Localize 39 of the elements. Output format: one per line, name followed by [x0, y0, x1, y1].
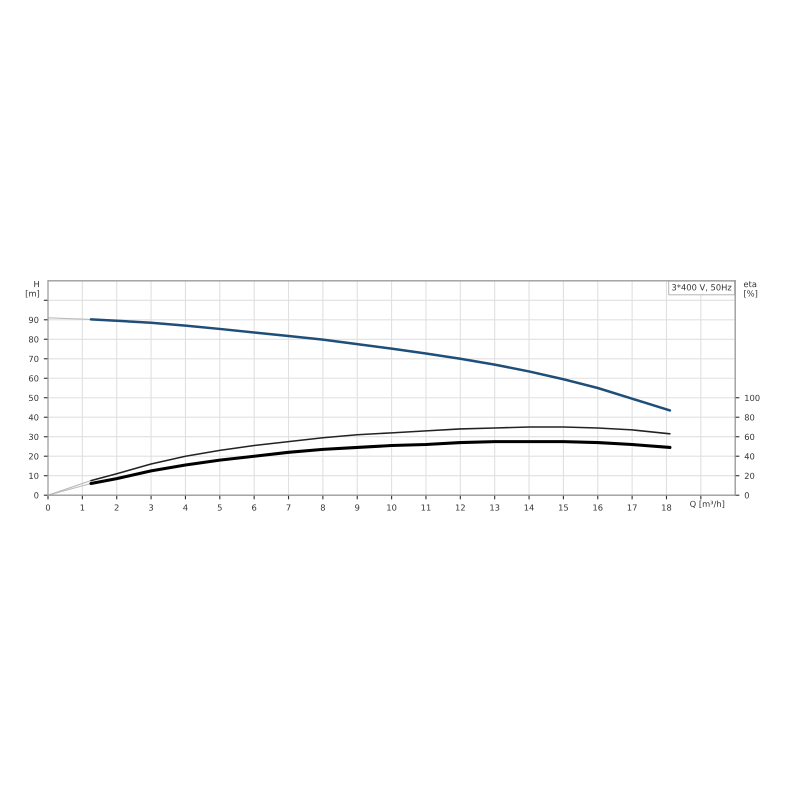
x-axis-title: Q [m³/h] [690, 500, 724, 508]
y-tick-label: 40 [28, 414, 38, 421]
y2-tick-label: 100 [745, 394, 760, 402]
y2-tick-label: 20 [744, 472, 754, 479]
x-tick-label: 11 [422, 504, 430, 511]
y-tick-label: 20 [28, 453, 38, 460]
y-tick-label: 30 [29, 434, 38, 440]
y-tick-label: 80 [28, 336, 38, 343]
x-tick-label: 9 [355, 504, 360, 511]
y2-axis-title: eta [%] [744, 281, 758, 298]
y-tick-label: 70 [29, 356, 38, 362]
x-tick-label: 7 [286, 504, 290, 511]
x-tick-label: 18 [662, 504, 672, 511]
x-tick-label: 1 [80, 504, 84, 511]
y-tick-label: 10 [29, 472, 38, 479]
x-tick-label: 16 [593, 504, 603, 511]
annotation: 3*400 V, 50Hz [672, 284, 732, 292]
y-tick-label: 60 [28, 375, 38, 382]
x-tick-label: 13 [490, 504, 500, 511]
y2-tick-label: 80 [744, 414, 754, 421]
y-tick-label: 0 [34, 492, 38, 498]
y-tick-label: 50 [29, 394, 38, 402]
x-tick-label: 4 [183, 504, 188, 511]
x-tick-label: 15 [559, 504, 568, 511]
y-axis-title: H [m] [26, 281, 40, 298]
y-tick-label: 90 [28, 316, 38, 324]
x-tick-label: 5 [218, 504, 222, 511]
x-tick-label: 10 [387, 504, 396, 511]
y2-tick-label: 0 [744, 492, 749, 498]
y2-tick-label: 40 [744, 453, 754, 460]
x-tick-label: 0 [46, 504, 50, 511]
x-tick-label: 8 [320, 504, 325, 511]
x-tick-label: 14 [524, 504, 534, 511]
x-tick-label: 17 [628, 504, 637, 511]
x-tick-label: 2 [114, 504, 119, 511]
x-tick-label: 6 [252, 504, 256, 511]
x-tick-label: 12 [456, 504, 465, 511]
y2-tick-label: 60 [744, 434, 754, 440]
x-tick-label: 3 [149, 504, 154, 511]
